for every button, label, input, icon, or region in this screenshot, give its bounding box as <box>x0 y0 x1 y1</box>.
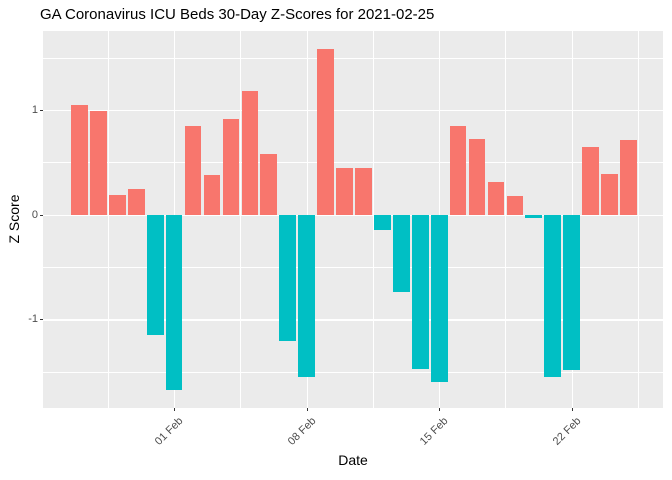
y-axis-title: Z Score <box>6 194 22 244</box>
bar <box>411 214 429 369</box>
gridline-horizontal-minor <box>43 371 663 373</box>
bar <box>374 214 391 231</box>
bar <box>525 214 543 218</box>
bar <box>71 104 88 215</box>
bar <box>241 91 259 215</box>
bar <box>222 119 240 215</box>
bar <box>317 49 334 215</box>
bar <box>279 214 297 342</box>
bar <box>165 214 183 390</box>
y-axis-tick <box>40 110 43 111</box>
x-axis-tick <box>174 408 176 411</box>
bar <box>260 153 278 215</box>
bar <box>601 173 618 215</box>
bar <box>468 139 486 215</box>
bar <box>449 125 467 215</box>
bar <box>184 125 202 215</box>
bar <box>203 174 221 215</box>
bar <box>90 111 107 215</box>
bar <box>336 167 353 215</box>
chart-title: GA Coronavirus ICU Beds 30-Day Z-Scores … <box>40 6 435 23</box>
gridline-horizontal-minor <box>43 57 663 59</box>
bar <box>506 195 524 215</box>
gridline-vertical-minor <box>107 31 109 408</box>
gridline-horizontal-minor <box>43 267 663 268</box>
y-axis-tick <box>40 214 43 216</box>
bar <box>109 194 126 215</box>
bar <box>355 167 372 215</box>
bar <box>298 214 315 377</box>
x-axis-tick <box>306 408 308 411</box>
bar <box>430 214 448 383</box>
gridline-horizontal-major <box>43 319 663 321</box>
gridline-vertical-minor <box>637 31 639 408</box>
bar <box>392 214 410 293</box>
y-tick-label: -1 <box>28 313 38 326</box>
x-axis-title: Date <box>338 452 368 468</box>
bar <box>563 214 581 370</box>
x-axis-tick <box>439 408 441 411</box>
y-axis-tick <box>40 319 43 321</box>
plot-panel <box>43 31 663 408</box>
gridline-vertical-minor <box>372 31 374 408</box>
gridline-vertical-minor <box>240 31 242 408</box>
bar <box>146 214 164 336</box>
bar <box>620 140 637 215</box>
bar <box>127 188 145 215</box>
gridline-horizontal-major <box>43 110 663 112</box>
bar <box>582 146 599 215</box>
bar <box>544 214 562 377</box>
bar <box>487 182 505 215</box>
x-axis-tick <box>571 408 573 411</box>
gridline-horizontal-minor <box>43 162 663 164</box>
gridline-horizontal-major <box>43 214 663 216</box>
gridline-vertical-minor <box>505 31 507 408</box>
y-tick-label: 1 <box>31 104 38 116</box>
y-tick-label: 0 <box>31 208 38 221</box>
